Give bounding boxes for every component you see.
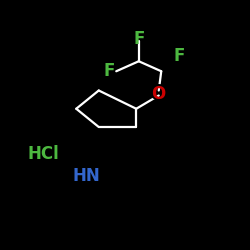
Text: F: F bbox=[103, 62, 115, 80]
Text: F: F bbox=[101, 61, 116, 81]
Text: O: O bbox=[152, 85, 166, 103]
Text: F: F bbox=[171, 46, 186, 66]
Text: HN: HN bbox=[72, 167, 100, 185]
Text: F: F bbox=[173, 47, 184, 65]
Text: HN: HN bbox=[68, 166, 105, 186]
Text: HCl: HCl bbox=[22, 144, 65, 164]
Text: F: F bbox=[133, 30, 144, 48]
Text: F: F bbox=[131, 29, 146, 49]
Text: HCl: HCl bbox=[28, 145, 60, 163]
Text: O: O bbox=[149, 84, 168, 104]
